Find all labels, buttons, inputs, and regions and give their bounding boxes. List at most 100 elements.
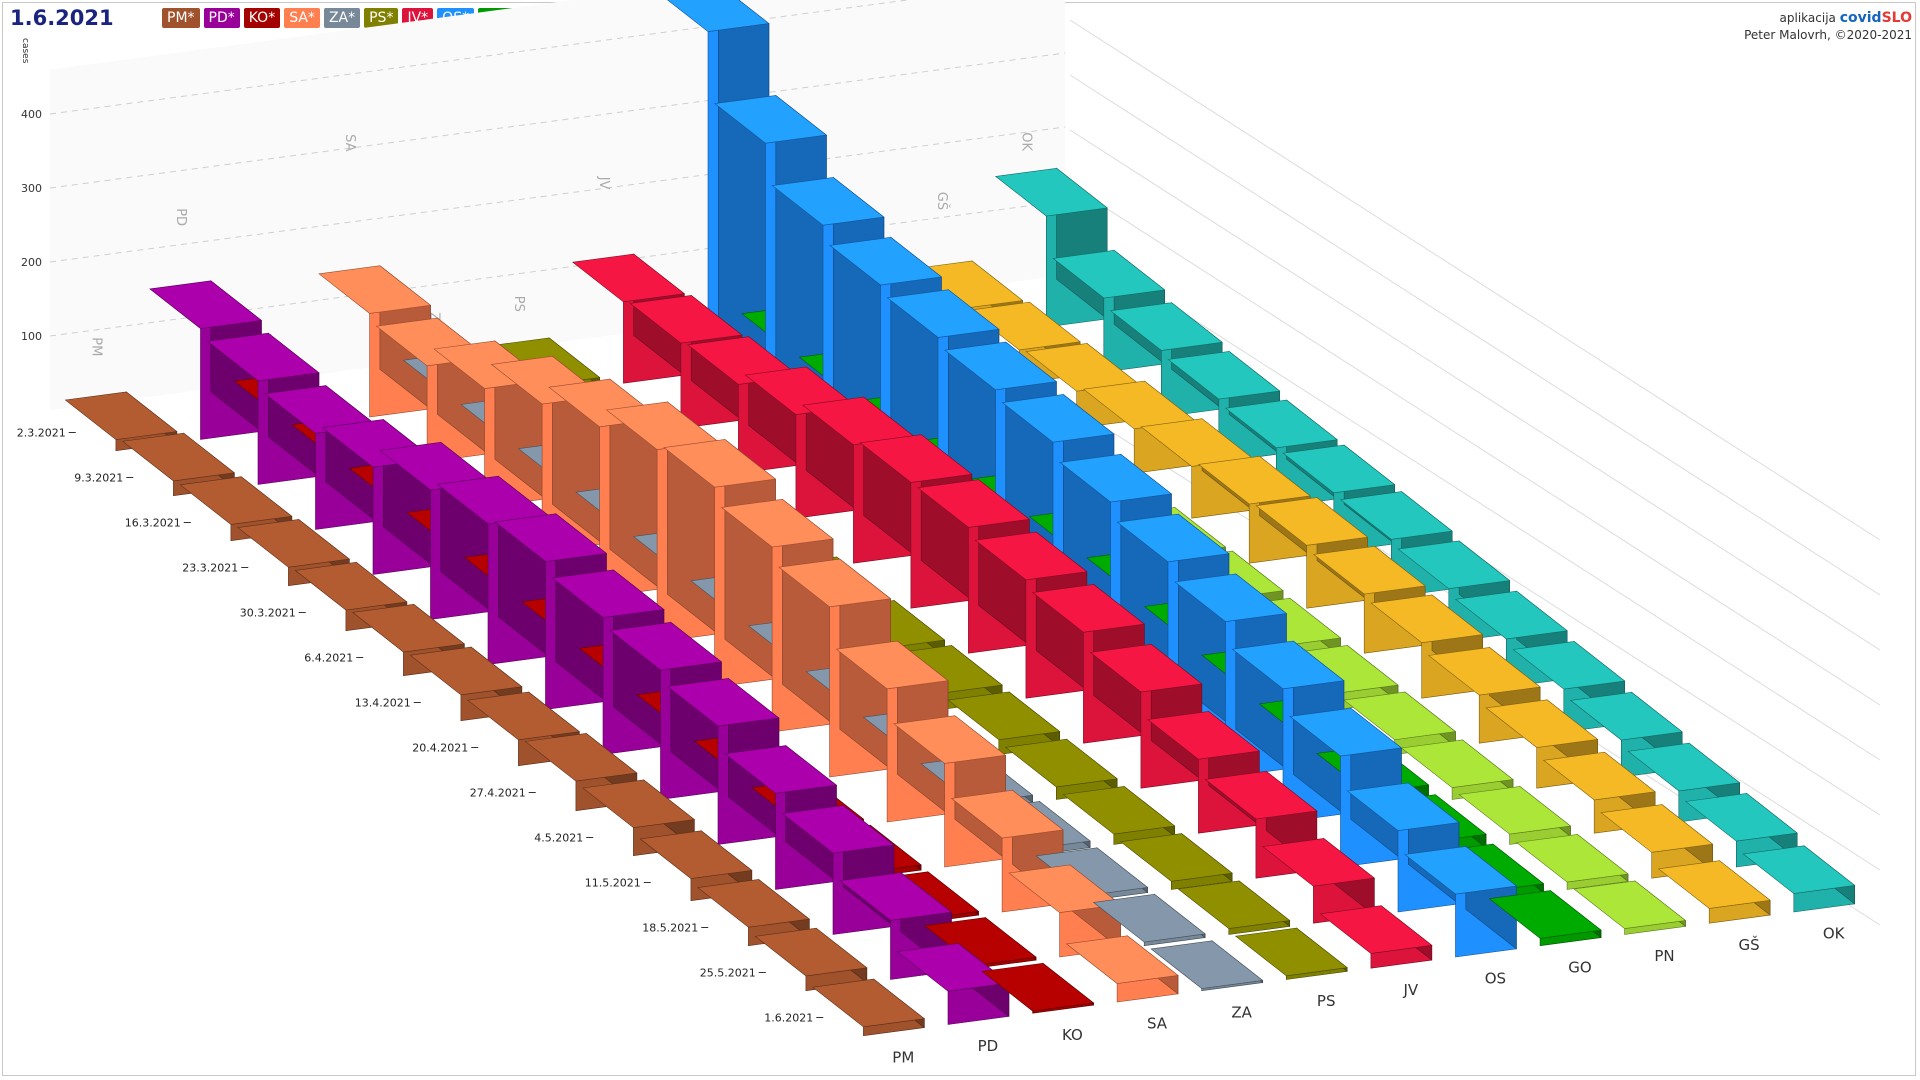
date-tick-label: 30.3.2021	[240, 607, 296, 620]
date-tick-label: 4.5.2021	[534, 832, 583, 845]
bar	[812, 978, 926, 1037]
bar-top-face	[1488, 890, 1602, 939]
bar-top-face	[1370, 594, 1484, 644]
back-wall-region-label: JV	[596, 176, 611, 190]
bar-top-face	[714, 95, 828, 144]
grid-line	[1069, 74, 1881, 596]
bar-top-face	[893, 715, 1007, 764]
legend-chip-ps[interactable]: PS*	[364, 8, 399, 28]
bar-top-face	[781, 805, 895, 854]
bar-top-face	[1427, 647, 1541, 696]
back-wall-region-label: OK	[1019, 132, 1034, 151]
back-wall-region-label: PS	[511, 296, 526, 312]
y-tick-label: 400	[21, 108, 42, 121]
bar	[1092, 893, 1206, 947]
bar	[974, 531, 1088, 699]
region-tick-label: PS	[1317, 992, 1336, 1010]
bar-top-face	[1346, 782, 1460, 831]
bar-top-face	[1197, 455, 1311, 505]
region-tick-label: PM	[892, 1048, 914, 1066]
grid-line	[1069, 239, 1881, 761]
bar-top-face	[1289, 707, 1403, 757]
bar-top-face	[1569, 691, 1683, 741]
grid-line	[1069, 184, 1881, 706]
bar-top-face	[582, 779, 696, 828]
bar-top-face	[64, 391, 178, 440]
legend-chip-sa[interactable]: SA*	[284, 8, 320, 28]
bar-top-face	[467, 691, 581, 741]
bar	[1234, 927, 1348, 980]
bar-top-face	[1062, 786, 1176, 835]
y-tick-label: 100	[21, 330, 42, 343]
bar	[1657, 860, 1771, 924]
bar-top-face	[944, 341, 1058, 391]
legend-chip-pm[interactable]: PM*	[162, 8, 200, 28]
bar	[1062, 785, 1176, 845]
bar-top-face	[318, 265, 432, 314]
date-tick-label: 9.3.2021	[74, 472, 123, 485]
bar-top-face	[237, 519, 351, 568]
bar-top-face	[1454, 590, 1568, 640]
date-tick-label: 11.5.2021	[585, 877, 641, 890]
brand-b: SLO	[1881, 10, 1912, 26]
bar-top-face	[1600, 804, 1714, 853]
bar-top-face	[1116, 513, 1230, 563]
bar	[1177, 880, 1291, 935]
bar-top-face	[947, 691, 1061, 741]
bar-top-face	[663, 439, 777, 488]
bar-top-face	[666, 678, 780, 727]
region-tick-label: GŠ	[1739, 935, 1760, 954]
legend-chip-za[interactable]: ZA*	[323, 8, 361, 28]
bar-top-face	[1089, 643, 1203, 693]
date-tick-label: 16.3.2021	[125, 517, 181, 530]
bar-top-face	[950, 789, 1064, 839]
region-tick-label: PD	[978, 1037, 999, 1055]
bar	[687, 336, 801, 474]
date-tick-label: 27.4.2021	[470, 787, 526, 800]
brand-logo[interactable]: covidSLO	[1840, 10, 1912, 26]
bar-top-face	[829, 236, 943, 286]
bar-top-face	[551, 569, 665, 618]
credit-line1: aplikacija covidSLO	[1744, 10, 1912, 27]
bar	[1150, 940, 1264, 992]
back-wall-region-label: PM	[88, 337, 103, 356]
region-tick-label: PN	[1654, 947, 1674, 965]
bar-top-face	[1147, 711, 1261, 760]
bar	[1515, 833, 1629, 890]
bar-top-face	[754, 927, 868, 977]
bar-top-face	[967, 301, 1081, 351]
legend-chip-pd[interactable]: PD*	[203, 8, 240, 28]
date-tick-label: 18.5.2021	[642, 922, 698, 935]
credit: aplikacija covidSLO Peter Malovrh, ©2020…	[1744, 10, 1912, 44]
bar-top-face	[1627, 742, 1741, 792]
region-tick-label: OS	[1485, 970, 1506, 988]
bar-top-face	[1515, 834, 1629, 883]
bar	[551, 569, 665, 755]
bar-top-face	[1404, 846, 1518, 895]
bar	[1458, 785, 1572, 845]
bar	[981, 962, 1095, 1014]
back-wall-region-label: GŠ	[934, 192, 950, 210]
bar	[1119, 832, 1233, 890]
bar-top-face	[1001, 394, 1115, 443]
bar-top-face	[1052, 249, 1166, 299]
credit-line2: Peter Malovrh, ©2020-2021	[1744, 28, 1912, 42]
legend-chip-ko[interactable]: KO*	[243, 8, 281, 28]
bar-top-face	[639, 830, 753, 879]
brand-a: covid	[1839, 10, 1882, 26]
bar-top-face	[206, 332, 320, 382]
date-tick-label: 6.4.2021	[304, 652, 353, 665]
bar-top-face	[1224, 399, 1338, 449]
bar-top-face	[886, 289, 1000, 338]
bar-top-face	[1573, 880, 1687, 929]
bar	[697, 878, 811, 947]
region-tick-label: OK	[1823, 925, 1846, 943]
bar	[264, 384, 378, 530]
y-tick-label: 300	[21, 182, 42, 195]
bar-top-face	[1092, 893, 1206, 943]
bar-top-face	[1255, 497, 1369, 546]
region-tick-label: SA	[1147, 1015, 1168, 1033]
bar-top-face	[974, 531, 1088, 581]
grid-line	[1069, 19, 1881, 541]
